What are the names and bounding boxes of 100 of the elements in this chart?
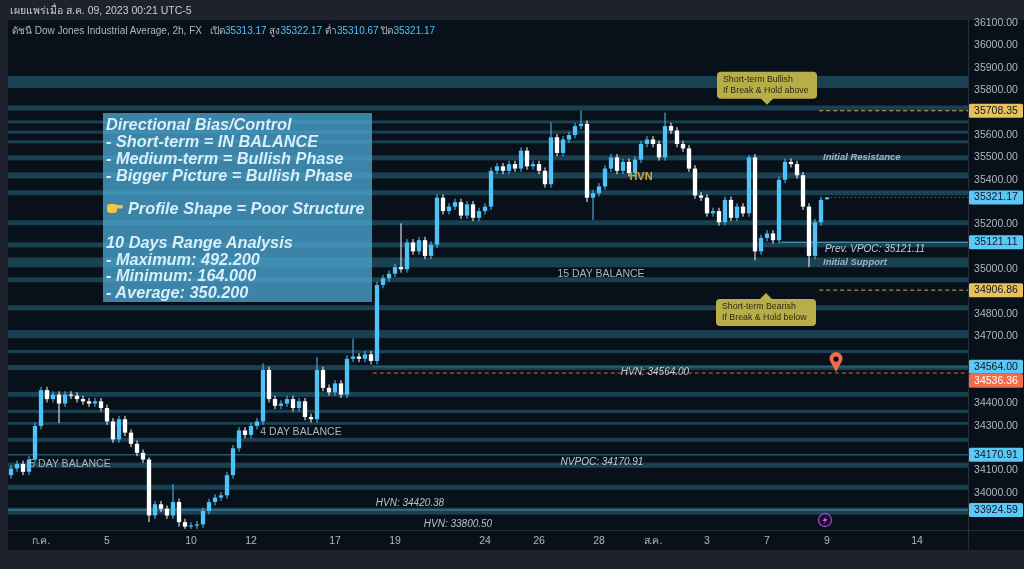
candlestick (200, 507, 206, 529)
candlestick (254, 417, 260, 430)
annotation: Short-term Bearish If Break & Hold below (722, 301, 808, 322)
x-tick-label: 26 (533, 533, 545, 546)
candlestick (242, 426, 248, 439)
annotation: HVN: 33800.50 (423, 517, 493, 529)
y-tick-label: 35200.00 (974, 217, 1019, 230)
candlestick (764, 229, 770, 242)
candlestick (170, 483, 176, 520)
chart-title: ดัชนี Dow Jones Industrial Average, 2h, FX (12, 24, 203, 36)
candlestick (668, 122, 674, 135)
annotation: Prev. VPOC: 35121.11 (824, 242, 926, 254)
x-tick-label: 9 (824, 533, 831, 546)
candlestick (116, 415, 122, 444)
ref-line-label: 33924.59 (974, 502, 1019, 515)
ref-line-label: 34906.86 (974, 282, 1019, 295)
candlestick (302, 397, 308, 421)
candlestick (380, 274, 386, 289)
candlestick (362, 350, 368, 363)
candlestick (236, 426, 242, 453)
y-tick-label: 34400.00 (974, 396, 1019, 409)
y-tick-label: 34100.00 (974, 463, 1019, 476)
candlestick (554, 133, 560, 157)
candlestick (122, 415, 128, 437)
candlestick (644, 135, 650, 148)
x-tick-label: 19 (389, 533, 401, 546)
candlestick (140, 448, 146, 464)
candlestick (560, 135, 566, 157)
candlestick (596, 182, 602, 198)
ref-line-label: 35708.35 (974, 103, 1019, 116)
candlestick (284, 395, 290, 408)
candlestick (518, 146, 524, 173)
y-tick-label: 35000.00 (974, 262, 1019, 275)
candlestick (674, 126, 680, 148)
candlestick (470, 200, 476, 222)
ref-line-label: 34536.36 (974, 373, 1019, 386)
candlestick (296, 397, 302, 412)
annotation: Initial Support (823, 256, 888, 268)
y-tick-label: 34800.00 (974, 306, 1019, 319)
annotation: Short-term Bullish If Break & Hold above (723, 74, 809, 95)
candlestick (590, 189, 596, 221)
y-tick-label: 35400.00 (974, 172, 1019, 185)
y-tick-label: 34300.00 (974, 418, 1019, 431)
candlestick (440, 193, 446, 215)
candlestick (650, 135, 656, 148)
x-tick-label: 5 (104, 533, 111, 546)
x-tick-label: 7 (764, 533, 771, 546)
annotation: NVPOC: 34170.91 (560, 456, 644, 468)
candlestick (722, 196, 728, 227)
candlestick (224, 471, 230, 500)
candlestick (452, 198, 458, 211)
y-tick-label: 35800.00 (974, 83, 1019, 96)
candlestick (92, 397, 98, 408)
candlestick (614, 153, 620, 175)
candlestick (542, 166, 548, 189)
candlestick (728, 196, 734, 222)
candlestick (458, 198, 464, 220)
candlestick (758, 234, 764, 256)
candlestick (512, 160, 518, 173)
candlestick (818, 196, 824, 227)
annotation: Initial Resistance (823, 150, 902, 162)
x-tick-label: 3 (704, 533, 711, 546)
y-tick-label: 35600.00 (974, 127, 1019, 140)
annotation: 5 DAY BALANCE (29, 456, 111, 469)
candlestick (110, 417, 116, 444)
candlestick (698, 191, 704, 202)
candlestick (392, 263, 398, 278)
candlestick (86, 397, 92, 408)
annotation: 15 DAY BALANCE (557, 266, 645, 279)
x-tick-label: ก.ค. (31, 533, 51, 546)
annotation: HVN: 34420.38 (375, 496, 445, 508)
y-tick-label: 34700.00 (974, 329, 1019, 342)
candlestick (176, 498, 182, 528)
candlestick (422, 236, 428, 260)
y-tick-label: 35500.00 (974, 150, 1019, 163)
candlestick (104, 404, 110, 426)
candlestick (686, 144, 692, 173)
candlestick (506, 160, 512, 175)
x-tick-label: ส.ค. (643, 533, 663, 546)
candlestick (368, 350, 374, 365)
x-tick-label: 28 (593, 533, 605, 546)
candlestick (476, 207, 482, 222)
y-tick-label: 35900.00 (974, 60, 1019, 73)
annotation: HVN: 34564.00 (620, 366, 690, 378)
candlestick (272, 395, 278, 410)
candlestick (536, 160, 542, 175)
candlestick (656, 140, 662, 162)
y-tick-label: 36000.00 (974, 38, 1019, 51)
annotation: 4 DAY BALANCE (260, 424, 342, 437)
chart-subtitle: เปิด35313.17 สูง35322.17 ต่ำ35310.67 ปิด35321.17 (209, 22, 436, 37)
ref-line-label: 35121.11 (974, 234, 1018, 247)
text: เผยแพร่เมื่อ ส.ค. 09, 2023 00:21 UTC-5 (10, 2, 192, 16)
candlestick (782, 158, 788, 184)
candlestick (770, 229, 776, 245)
annotation: HVN (629, 169, 653, 182)
candlestick (8, 464, 14, 480)
x-tick-label: 24 (479, 533, 491, 546)
y-tick-label: 34000.00 (974, 485, 1019, 498)
candlestick (500, 162, 506, 175)
candlestick (158, 500, 164, 513)
